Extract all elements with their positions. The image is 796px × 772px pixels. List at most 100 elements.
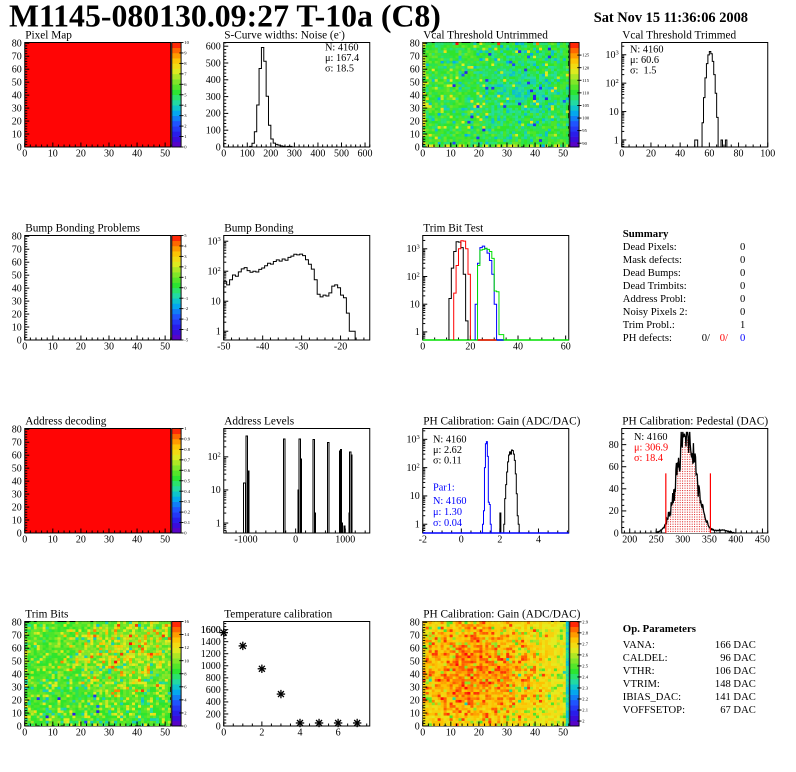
svg-text:12: 12 (184, 645, 189, 650)
svg-text:Trim Bits: Trim Bits (25, 609, 68, 621)
svg-text:0: 0 (22, 535, 27, 546)
svg-text:4: 4 (184, 698, 187, 703)
svg-text:102: 102 (606, 78, 619, 90)
svg-text:-2: -2 (419, 535, 427, 546)
svg-text:0: 0 (22, 342, 27, 353)
svg-text:Vcal Threshold Untrimmed: Vcal Threshold Untrimmed (423, 30, 548, 42)
svg-text:-30: -30 (295, 342, 308, 353)
svg-text:16: 16 (184, 619, 189, 624)
svg-text:10: 10 (410, 300, 420, 311)
svg-text:50: 50 (558, 149, 568, 160)
svg-text:0.1: 0.1 (184, 520, 190, 525)
svg-text:20: 20 (76, 342, 86, 353)
svg-text:10: 10 (48, 535, 58, 546)
svg-text:0: 0 (216, 721, 221, 732)
svg-text:5: 5 (184, 233, 187, 238)
svg-text:0: 0 (184, 145, 187, 150)
svg-text:50: 50 (12, 78, 22, 89)
svg-text:4: 4 (298, 728, 303, 739)
svg-text:30: 30 (104, 535, 114, 546)
svg-text:100: 100 (582, 116, 590, 121)
svg-text:80: 80 (12, 618, 22, 629)
svg-text:70: 70 (410, 52, 420, 63)
svg-text:100: 100 (760, 149, 775, 160)
svg-text:40: 40 (609, 484, 619, 495)
svg-text:103: 103 (606, 50, 619, 62)
svg-text:Address decoding: Address decoding (25, 416, 107, 428)
svg-text:2: 2 (184, 265, 187, 270)
svg-text:20: 20 (609, 506, 619, 517)
svg-text:9: 9 (184, 51, 187, 56)
svg-text:40: 40 (513, 342, 523, 353)
svg-text:0.6: 0.6 (184, 468, 190, 473)
svg-text:0.4: 0.4 (184, 489, 190, 494)
svg-text:10: 10 (184, 40, 189, 45)
svg-text:250: 250 (649, 535, 664, 546)
svg-text:σ: 0.04: σ: 0.04 (433, 518, 462, 529)
svg-text:3: 3 (184, 113, 187, 118)
svg-text:800: 800 (206, 673, 221, 684)
svg-text:0.8: 0.8 (184, 447, 190, 452)
svg-text:20: 20 (465, 342, 475, 353)
svg-text:0: 0 (17, 335, 22, 346)
svg-text:103: 103 (208, 236, 221, 248)
svg-text:30: 30 (12, 489, 22, 500)
svg-text:Summary: Summary (623, 228, 669, 240)
svg-text:Bump Bonding Problems: Bump Bonding Problems (25, 223, 140, 235)
svg-text:0: 0 (740, 268, 745, 279)
svg-text:1000: 1000 (201, 661, 221, 672)
svg-text:102: 102 (208, 452, 221, 464)
svg-text:0: 0 (740, 333, 745, 344)
svg-text:40: 40 (132, 342, 142, 353)
svg-text:0: 0 (22, 728, 27, 739)
svg-text:0: 0 (17, 721, 22, 732)
svg-text:50: 50 (410, 78, 420, 89)
svg-text:102: 102 (208, 266, 221, 278)
svg-text:Dead Pixels:: Dead Pixels: (623, 242, 677, 253)
svg-text:S-Curve widths: Noise (e-): S-Curve widths: Noise (e-) (224, 29, 345, 42)
svg-text:70: 70 (12, 245, 22, 256)
svg-text:0: 0 (740, 281, 745, 292)
svg-text:110: 110 (582, 91, 589, 96)
svg-text:0: 0 (184, 531, 187, 536)
svg-text:0: 0 (17, 142, 22, 153)
svg-text:0: 0 (221, 728, 226, 739)
svg-text:0: 0 (420, 149, 425, 160)
svg-text:Trim Probl.:: Trim Probl.: (623, 320, 675, 331)
svg-text:40: 40 (675, 149, 685, 160)
svg-text:115: 115 (582, 78, 589, 83)
svg-text:80: 80 (609, 440, 619, 451)
svg-text:60: 60 (561, 342, 571, 353)
svg-text:80: 80 (410, 39, 420, 50)
svg-text:14: 14 (184, 632, 189, 637)
svg-text:-50: -50 (217, 342, 230, 353)
svg-text:200: 200 (206, 709, 221, 720)
svg-text:1000: 1000 (335, 535, 355, 546)
svg-text:10: 10 (211, 297, 221, 308)
svg-text:0: 0 (216, 142, 221, 153)
svg-text:40: 40 (132, 535, 142, 546)
svg-text:20: 20 (76, 728, 86, 739)
svg-text:80: 80 (12, 425, 22, 436)
svg-text:1400: 1400 (201, 637, 221, 648)
svg-text:40: 40 (530, 149, 540, 160)
svg-text:0/: 0/ (720, 333, 728, 344)
svg-text:4: 4 (184, 103, 187, 108)
svg-text:0: 0 (459, 535, 464, 546)
svg-text:30: 30 (104, 342, 114, 353)
svg-text:0: 0 (221, 149, 226, 160)
svg-text:10: 10 (184, 658, 189, 663)
svg-text:7: 7 (184, 72, 187, 77)
svg-text:40: 40 (12, 283, 22, 294)
svg-text:600: 600 (358, 149, 373, 160)
svg-text:40: 40 (12, 476, 22, 487)
svg-text:σ: 18.4: σ: 18.4 (634, 453, 663, 464)
svg-text:1600: 1600 (201, 625, 221, 636)
svg-text:Vcal Threshold Trimmed: Vcal Threshold Trimmed (622, 30, 736, 42)
svg-text:Temperature calibration: Temperature calibration (224, 609, 332, 621)
svg-text:30: 30 (104, 728, 114, 739)
svg-text:1: 1 (740, 320, 745, 331)
svg-text:30: 30 (502, 149, 512, 160)
svg-text:σ: 1.5: σ: 1.5 (630, 66, 656, 77)
svg-text:Sat Nov 15 11:36:06 2008: Sat Nov 15 11:36:06 2008 (594, 10, 748, 26)
